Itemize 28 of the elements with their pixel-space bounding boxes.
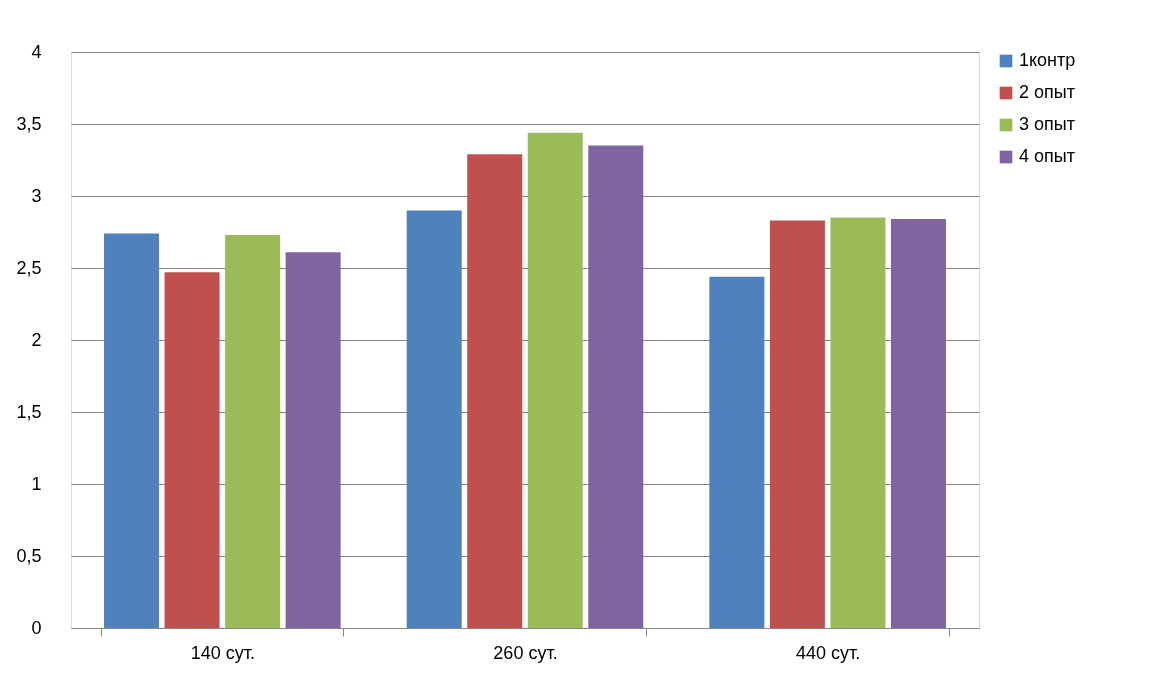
y-tick-label: 1,5	[16, 401, 42, 422]
bar	[164, 272, 220, 628]
bar	[830, 217, 886, 628]
legend-label: 3 опыт	[1019, 114, 1075, 134]
bar	[769, 220, 825, 628]
x-tick-label: 140 сут.	[190, 642, 255, 663]
bar	[527, 132, 583, 628]
legend-label: 1контр	[1019, 50, 1076, 70]
y-tick-label: 2,5	[16, 257, 42, 278]
y-tick-label: 3	[31, 185, 42, 206]
bar	[588, 145, 644, 628]
bar	[709, 276, 765, 628]
legend-label: 4 опыт	[1019, 146, 1075, 166]
y-tick-label: 1	[31, 473, 42, 494]
x-tick-label: 260 сут.	[493, 642, 558, 663]
bar	[890, 219, 946, 628]
y-tick-label: 0,5	[16, 545, 42, 566]
y-tick-label: 2	[31, 329, 42, 350]
bar	[285, 252, 341, 628]
bar	[104, 233, 160, 628]
y-tick-label: 0	[31, 617, 42, 638]
bar	[406, 210, 462, 628]
y-tick-label: 3,5	[16, 113, 42, 134]
bar	[467, 154, 523, 628]
x-tick-label: 440 сут.	[796, 642, 861, 663]
y-tick-label: 4	[31, 41, 42, 62]
bar	[225, 234, 281, 628]
legend-label: 2 опыт	[1019, 82, 1075, 102]
